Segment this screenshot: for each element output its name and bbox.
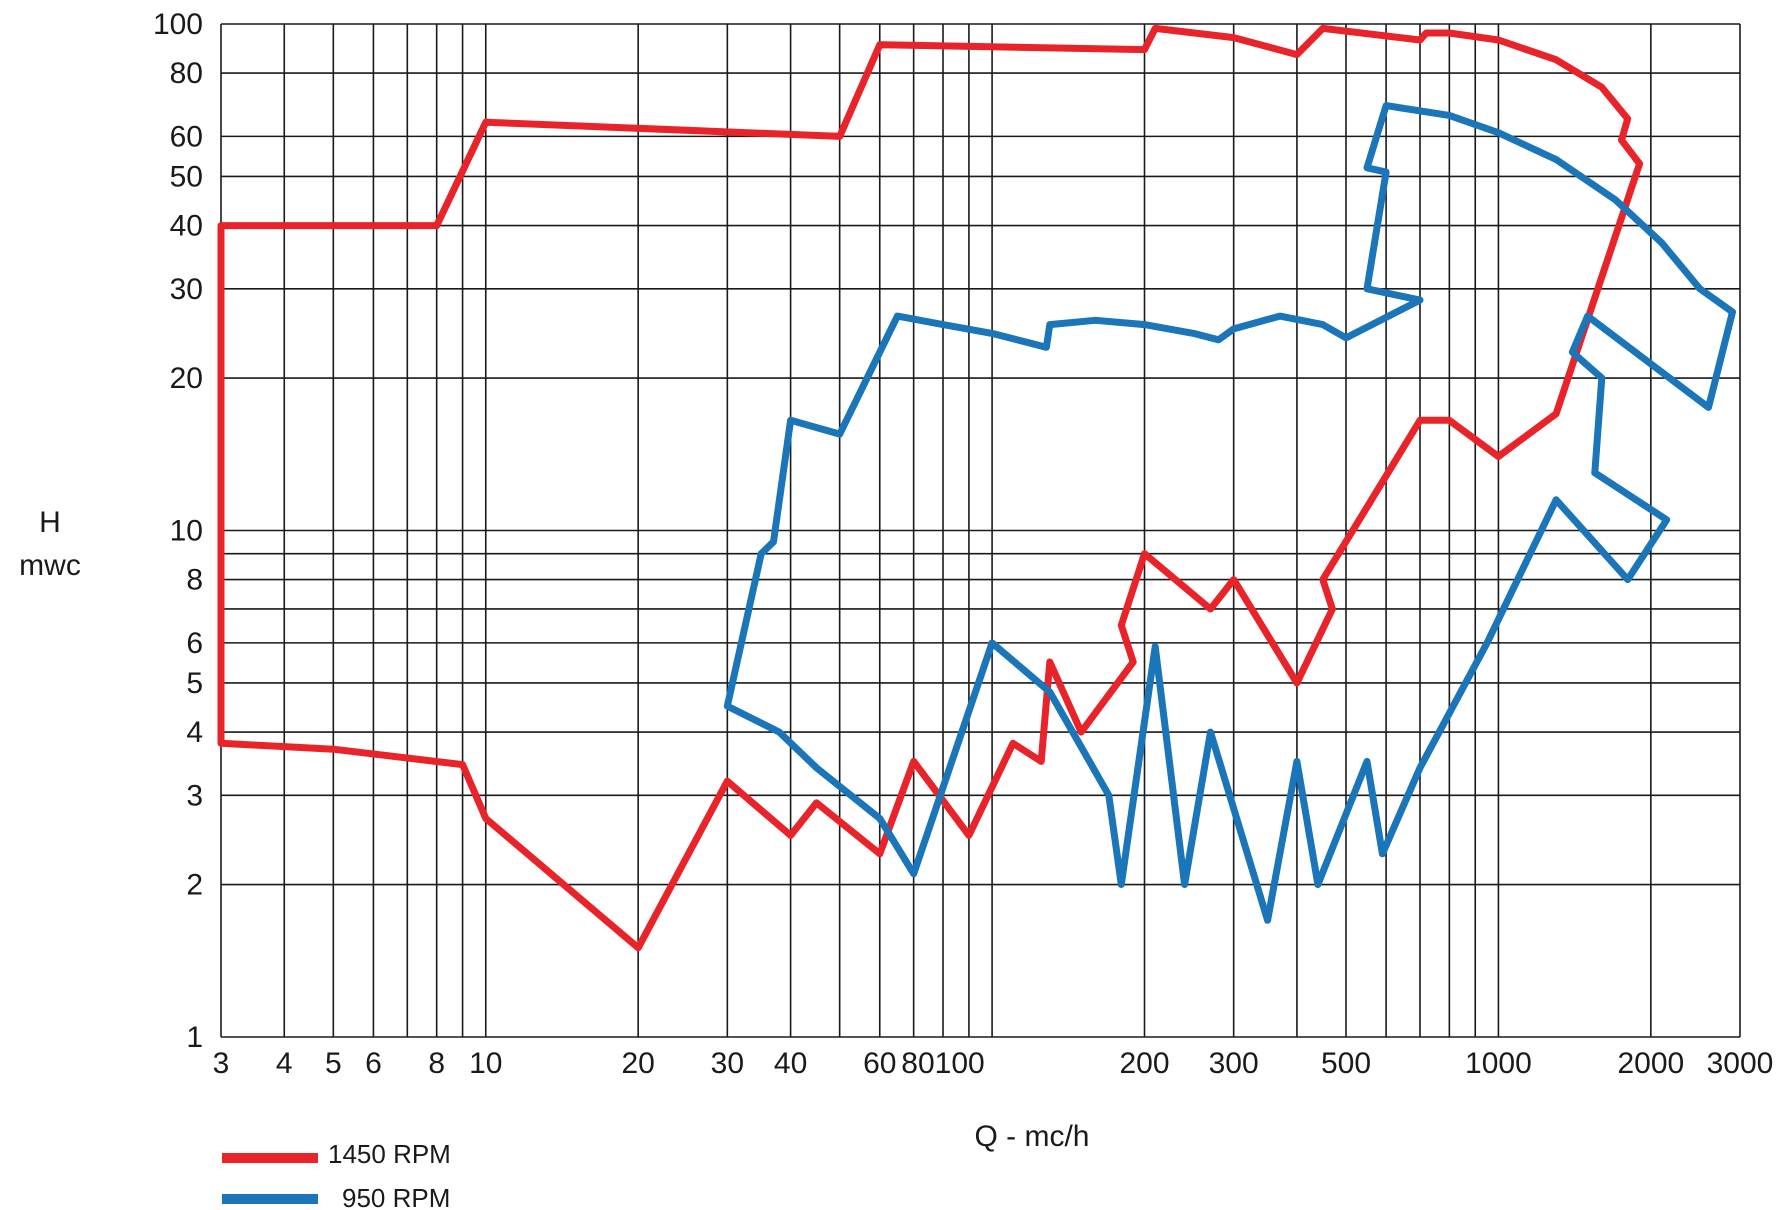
x-tick-label: 300 xyxy=(1209,1047,1259,1080)
x-tick-label: 6 xyxy=(365,1047,382,1080)
x-axis-label: Q - mc/h xyxy=(974,1120,1089,1153)
grid xyxy=(220,23,1741,1038)
y-tick-label: 10 xyxy=(170,515,203,548)
y-tick-label: 30 xyxy=(170,273,203,306)
series-line-1450-rpm xyxy=(217,24,1644,952)
y-tick-label: 20 xyxy=(170,362,203,395)
x-tick-label: 20 xyxy=(621,1047,654,1080)
y-axis-ticks: 1 2 3 4 5 6 8 10 20 30 40 50 60 80 100 xyxy=(153,8,203,1054)
x-tick-label: 30 xyxy=(711,1047,744,1080)
y-tick-label: 80 xyxy=(170,57,203,90)
y-tick-label: 6 xyxy=(186,627,203,660)
series-line-950-rpm xyxy=(723,102,1736,924)
x-tick-label: 80100 xyxy=(901,1047,984,1080)
x-tick-label: 3 xyxy=(213,1047,230,1080)
x-tick-label: 200 xyxy=(1119,1047,1169,1080)
y-axis-label-h: H xyxy=(39,506,61,539)
legend-label-1450: 1450 RPM xyxy=(328,1139,451,1169)
series-lines xyxy=(217,24,1736,952)
x-axis-ticks: 3 4 5 6 8 10 20 30 40 60 80100 200 300 500 1000 2000 300… xyxy=(213,1047,1774,1080)
y-tick-label: 4 xyxy=(186,716,203,749)
x-tick-label: 60 xyxy=(863,1047,896,1080)
y-tick-label: 60 xyxy=(170,120,203,153)
legend: 1450 RPM 950 RPM xyxy=(222,1139,451,1210)
x-tick-label: 4 xyxy=(276,1047,293,1080)
legend-label-950: 950 RPM xyxy=(342,1183,450,1210)
x-tick-label: 2000 xyxy=(1617,1047,1684,1080)
y-tick-label: 1 xyxy=(186,1021,203,1054)
x-tick-label: 3000 xyxy=(1707,1047,1774,1080)
x-tick-label: 10 xyxy=(469,1047,502,1080)
x-tick-label: 8 xyxy=(428,1047,445,1080)
x-tick-label: 5 xyxy=(325,1047,342,1080)
x-tick-label: 40 xyxy=(774,1047,807,1080)
x-tick-label: 1000 xyxy=(1465,1047,1532,1080)
y-tick-label: 8 xyxy=(186,564,203,597)
x-tick-label: 500 xyxy=(1321,1047,1371,1080)
y-tick-label: 2 xyxy=(186,869,203,902)
y-tick-label: 50 xyxy=(170,160,203,193)
y-tick-label: 40 xyxy=(170,210,203,243)
y-tick-label: 100 xyxy=(153,8,203,41)
y-axis-label-unit: mwc xyxy=(19,549,81,582)
y-tick-label: 5 xyxy=(186,667,203,700)
y-tick-label: 3 xyxy=(186,779,203,812)
